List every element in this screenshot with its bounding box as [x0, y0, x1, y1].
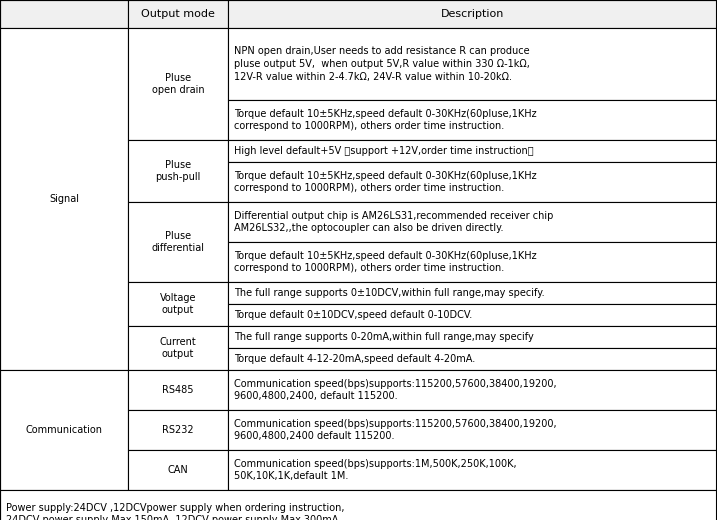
Text: High level default+5V （support +12V,order time instruction）: High level default+5V （support +12V,orde… — [234, 146, 533, 156]
Bar — [228, 242, 717, 282]
Bar — [128, 370, 228, 410]
Bar — [128, 326, 228, 370]
Text: Power supply:24DCV ,12DCVpower supply when ordering instruction,
24DCV power sup: Power supply:24DCV ,12DCVpower supply wh… — [6, 503, 344, 520]
Bar — [228, 348, 717, 370]
Text: CAN: CAN — [168, 465, 189, 475]
Bar — [228, 450, 717, 490]
Bar — [228, 282, 717, 304]
Text: Communication speed(bps)supports:1M,500K,250K,100K,
50K,10K,1K,default 1M.: Communication speed(bps)supports:1M,500K… — [234, 459, 517, 482]
Bar — [128, 140, 228, 202]
Bar — [228, 0, 717, 28]
Text: Communication speed(bps)supports:115200,57600,38400,19200,
9600,4800,2400 defaul: Communication speed(bps)supports:115200,… — [234, 419, 556, 441]
Bar — [228, 202, 717, 242]
Text: Pluse
push-pull: Pluse push-pull — [156, 160, 201, 183]
Text: Communication: Communication — [26, 425, 103, 435]
Bar — [128, 450, 228, 490]
Text: The full range supports 0-20mA,within full range,may specify: The full range supports 0-20mA,within fu… — [234, 332, 533, 342]
Text: Output mode: Output mode — [141, 9, 215, 19]
Text: Communication speed(bps)supports:115200,57600,38400,19200,
9600,4800,2400, defau: Communication speed(bps)supports:115200,… — [234, 379, 556, 401]
Text: Torque default 10±5KHz,speed default 0-30KHz(60pluse,1KHz
correspond to 1000RPM): Torque default 10±5KHz,speed default 0-3… — [234, 251, 536, 274]
Text: Description: Description — [441, 9, 504, 19]
Text: Signal: Signal — [49, 194, 79, 204]
Bar — [228, 140, 717, 162]
Bar — [228, 28, 717, 100]
Text: Torque default 0±10DCV,speed default 0-10DCV.: Torque default 0±10DCV,speed default 0-1… — [234, 310, 473, 320]
Bar — [228, 326, 717, 348]
Bar — [128, 28, 228, 140]
Bar — [228, 370, 717, 410]
Bar — [228, 162, 717, 202]
Bar — [128, 0, 228, 28]
Text: Torque default 4-12-20mA,speed default 4-20mA.: Torque default 4-12-20mA,speed default 4… — [234, 354, 475, 364]
Bar — [128, 202, 228, 282]
Bar — [228, 100, 717, 140]
Bar — [228, 410, 717, 450]
Text: Torque default 10±5KHz,speed default 0-30KHz(60pluse,1KHz
correspond to 1000RPM): Torque default 10±5KHz,speed default 0-3… — [234, 171, 536, 193]
Bar — [0, 490, 717, 520]
Bar — [228, 304, 717, 326]
Text: The full range supports 0±10DCV,within full range,may specify.: The full range supports 0±10DCV,within f… — [234, 288, 545, 298]
Text: Current
output: Current output — [160, 336, 196, 359]
Text: Pluse
differential: Pluse differential — [151, 230, 204, 253]
Text: Torque default 10±5KHz,speed default 0-30KHz(60pluse,1KHz
correspond to 1000RPM): Torque default 10±5KHz,speed default 0-3… — [234, 109, 536, 132]
Bar — [0, 28, 128, 370]
Text: Voltage
output: Voltage output — [160, 293, 196, 316]
Text: Differential output chip is AM26LS31,recommended receiver chip
AM26LS32,,the opt: Differential output chip is AM26LS31,rec… — [234, 211, 554, 233]
Text: RS232: RS232 — [162, 425, 194, 435]
Bar — [128, 410, 228, 450]
Text: NPN open drain,User needs to add resistance R can produce
pluse output 5V,  when: NPN open drain,User needs to add resista… — [234, 46, 530, 82]
Bar — [128, 282, 228, 326]
Bar — [0, 370, 128, 490]
Text: RS485: RS485 — [162, 385, 194, 395]
Bar — [0, 0, 128, 28]
Text: Pluse
open drain: Pluse open drain — [152, 73, 204, 95]
